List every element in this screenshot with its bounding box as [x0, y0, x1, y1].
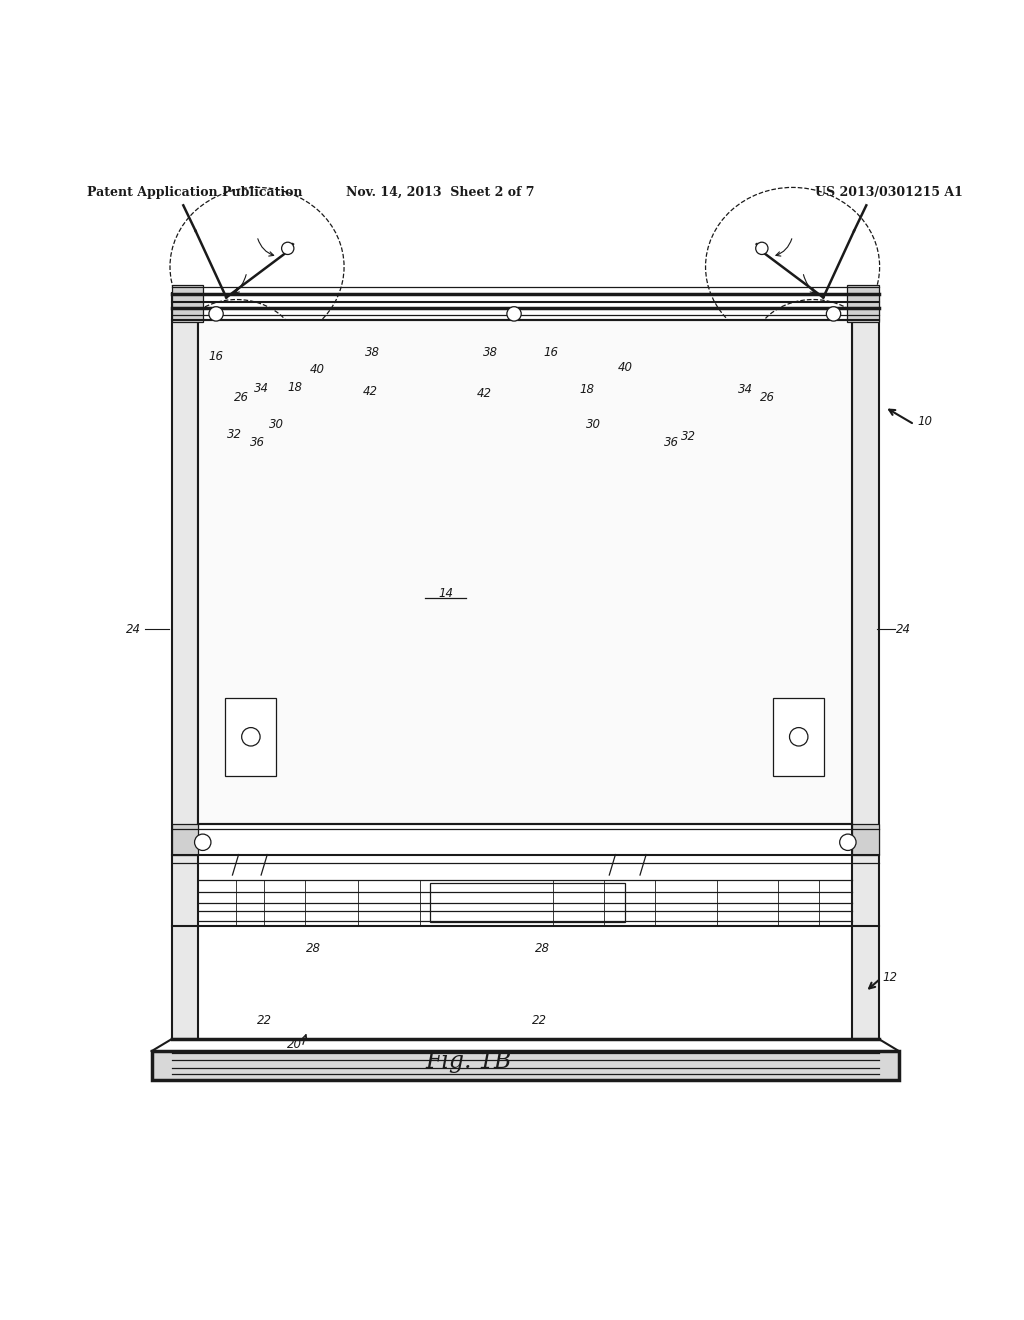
- Text: 12: 12: [883, 972, 898, 983]
- Text: 24: 24: [126, 623, 141, 636]
- Circle shape: [195, 834, 211, 850]
- Polygon shape: [430, 883, 625, 923]
- Text: 36: 36: [250, 437, 265, 449]
- Text: 42: 42: [362, 385, 378, 399]
- Text: 18: 18: [288, 381, 303, 395]
- Text: 38: 38: [365, 346, 380, 359]
- Circle shape: [840, 834, 856, 850]
- Polygon shape: [152, 1051, 899, 1080]
- Text: Nov. 14, 2013  Sheet 2 of 7: Nov. 14, 2013 Sheet 2 of 7: [346, 186, 535, 198]
- Text: 28: 28: [536, 942, 550, 956]
- Circle shape: [756, 242, 768, 255]
- Polygon shape: [198, 319, 852, 824]
- Text: 20: 20: [288, 1038, 302, 1051]
- Circle shape: [242, 727, 260, 746]
- Text: 40: 40: [310, 363, 326, 376]
- Text: 10: 10: [918, 414, 933, 428]
- Text: 30: 30: [269, 418, 285, 430]
- Text: Patent Application Publication: Patent Application Publication: [87, 186, 302, 198]
- Text: 30: 30: [586, 418, 601, 430]
- Text: 26: 26: [760, 391, 775, 404]
- Text: 32: 32: [227, 428, 243, 441]
- Text: 40: 40: [617, 360, 633, 374]
- Polygon shape: [172, 285, 203, 322]
- Text: 22: 22: [257, 1014, 271, 1027]
- Text: 16: 16: [209, 350, 224, 363]
- Text: 18: 18: [580, 383, 595, 396]
- Polygon shape: [225, 698, 276, 776]
- Polygon shape: [172, 824, 198, 854]
- Text: 42: 42: [477, 387, 493, 400]
- Circle shape: [282, 242, 294, 255]
- Text: 24: 24: [896, 623, 911, 636]
- Text: 22: 22: [532, 1014, 547, 1027]
- Circle shape: [507, 306, 521, 321]
- Circle shape: [826, 306, 841, 321]
- Text: 14: 14: [438, 587, 453, 599]
- Text: 32: 32: [681, 430, 696, 444]
- Circle shape: [209, 306, 223, 321]
- Polygon shape: [773, 698, 824, 776]
- Text: 26: 26: [233, 391, 249, 404]
- Text: 16: 16: [544, 346, 559, 359]
- Circle shape: [790, 727, 808, 746]
- Text: 34: 34: [254, 383, 269, 395]
- Text: 34: 34: [738, 383, 754, 396]
- Text: Fig. 1B: Fig. 1B: [426, 1049, 512, 1073]
- Polygon shape: [852, 293, 879, 1039]
- Text: 28: 28: [306, 942, 321, 956]
- Text: 36: 36: [664, 437, 679, 449]
- Polygon shape: [847, 285, 879, 322]
- Text: 38: 38: [483, 346, 499, 359]
- Polygon shape: [852, 824, 879, 854]
- Text: US 2013/0301215 A1: US 2013/0301215 A1: [815, 186, 963, 198]
- Polygon shape: [172, 293, 198, 1039]
